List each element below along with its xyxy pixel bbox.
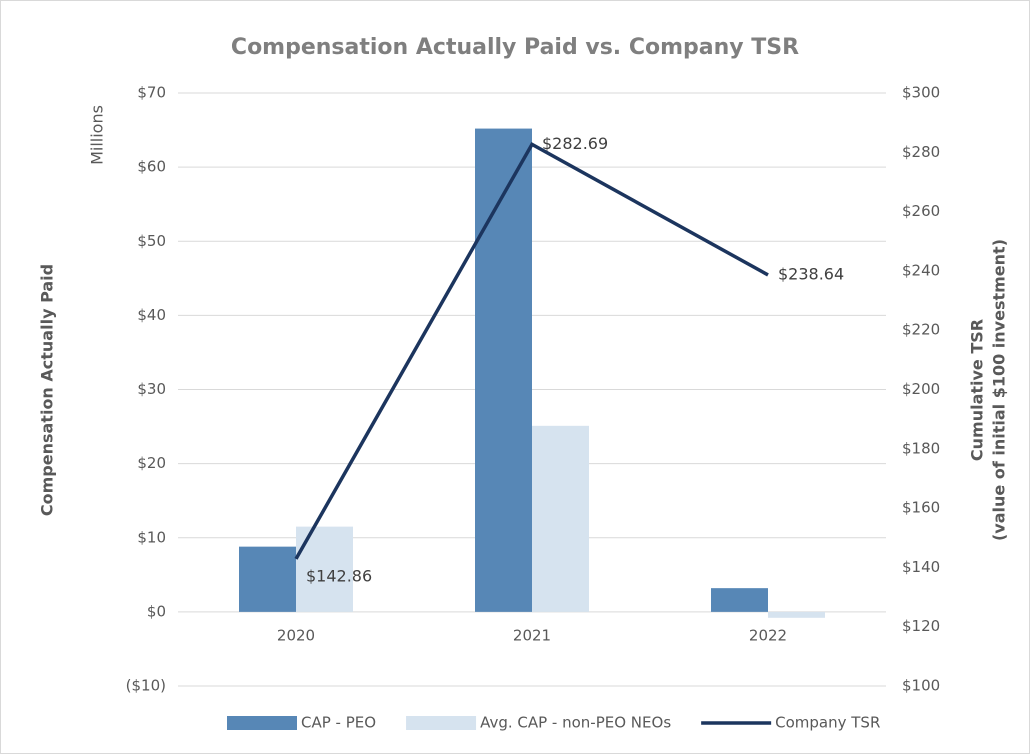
y-tick-label: $10 xyxy=(137,528,166,546)
line xyxy=(294,141,769,560)
bar xyxy=(475,128,532,612)
legend-swatch xyxy=(406,716,477,730)
x-tick-label: 2022 xyxy=(749,626,787,644)
chart-title: Compensation Actually Paid vs. Company T… xyxy=(231,35,799,60)
bar xyxy=(239,546,296,612)
y-tick-label: ($10) xyxy=(126,677,166,695)
y-unit-label: Millions xyxy=(88,105,107,165)
legend-label: Company TSR xyxy=(775,714,880,732)
x-tick-label: 2021 xyxy=(513,626,551,644)
y2-tick-label: $120 xyxy=(902,617,940,635)
y-axis-label: Compensation Actually Paid xyxy=(38,264,57,516)
y2-tick-label: $100 xyxy=(902,677,940,695)
legend-label: CAP - PEO xyxy=(301,714,376,732)
legend-label: Avg. CAP - non-PEO NEOs xyxy=(480,714,671,732)
y2-tick-label: $240 xyxy=(902,261,940,279)
bar xyxy=(711,588,768,612)
bar xyxy=(768,611,825,618)
y2-axis-label: (value of initial $100 investment) xyxy=(990,239,1009,541)
y2-tick-label: $160 xyxy=(902,499,940,517)
y2-tick-label: $300 xyxy=(902,84,940,102)
x-tick-label: 2020 xyxy=(277,626,315,644)
y2-tick-label: $140 xyxy=(902,558,940,576)
y-tick-label: $50 xyxy=(137,232,166,250)
data-label: $282.69 xyxy=(542,134,608,153)
y-tick-label: $70 xyxy=(137,84,166,102)
bar xyxy=(532,425,589,612)
y2-tick-label: $260 xyxy=(902,202,940,220)
y-tick-label: $60 xyxy=(137,158,166,176)
data-label: $142.86 xyxy=(306,566,372,585)
y-tick-label: $40 xyxy=(137,306,166,324)
y2-tick-label: $280 xyxy=(902,143,940,161)
data-label: $238.64 xyxy=(778,264,844,283)
y-tick-label: $20 xyxy=(137,454,166,472)
legend-swatch xyxy=(227,716,297,730)
y2-tick-label: $220 xyxy=(902,321,940,339)
y2-tick-label: $180 xyxy=(902,439,940,457)
y2-tick-label: $200 xyxy=(902,380,940,398)
y2-axis-label: Cumulative TSR xyxy=(968,319,987,461)
y-tick-label: $30 xyxy=(137,380,166,398)
y-tick-label: $0 xyxy=(147,602,166,620)
